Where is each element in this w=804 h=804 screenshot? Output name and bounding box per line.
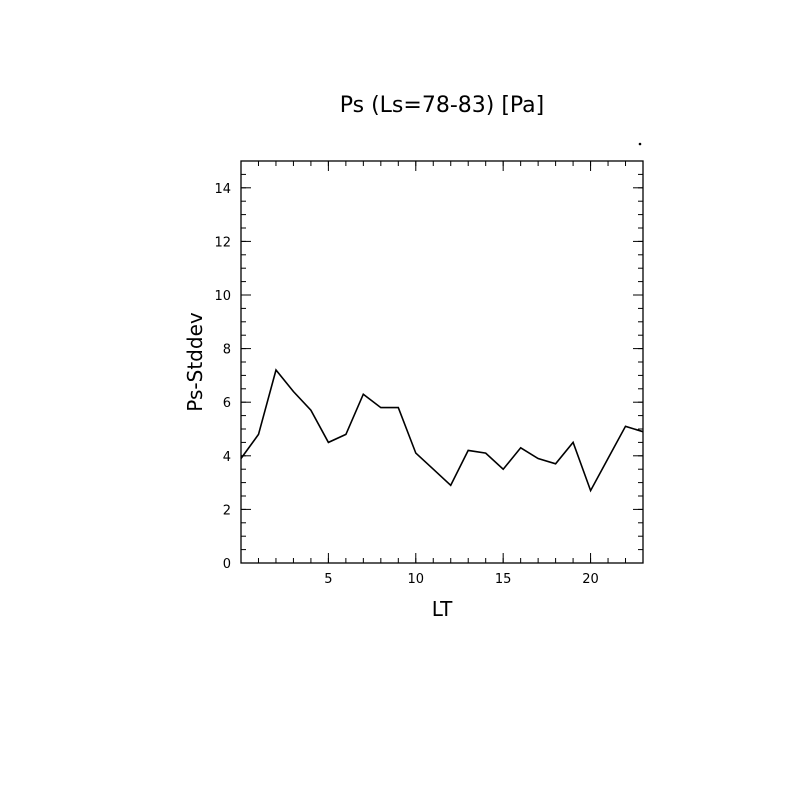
tick-labels: 5 10 15 20 0 2 4 6 8 10 12 14 [214, 182, 598, 587]
chart-title: Ps (Ls=78-83) [Pa] [340, 93, 545, 118]
x-tick-label: 20 [582, 572, 599, 587]
series-group [240, 368, 644, 493]
x-tick-label: 5 [324, 572, 332, 587]
x-tick-label: 10 [408, 572, 425, 587]
x-tick-label: 15 [495, 572, 512, 587]
axis-ticks [241, 161, 643, 564]
y-tick-label: 14 [214, 182, 231, 197]
dot-mark [638, 142, 642, 146]
y-tick-label: 4 [223, 450, 231, 465]
y-tick-label: 8 [223, 343, 231, 358]
y-tick-label: 6 [223, 396, 231, 411]
y-tick-label: 12 [214, 235, 231, 250]
y-tick-label: 10 [214, 289, 231, 304]
y-tick-label: 2 [223, 503, 231, 518]
y-tick-label: 0 [223, 557, 231, 572]
x-axis-label: LT [432, 597, 453, 621]
series-line [240, 368, 644, 493]
corner-dot [638, 142, 642, 146]
y-axis-label: Ps-Stddev [183, 312, 207, 412]
plot-frame [240, 160, 644, 564]
